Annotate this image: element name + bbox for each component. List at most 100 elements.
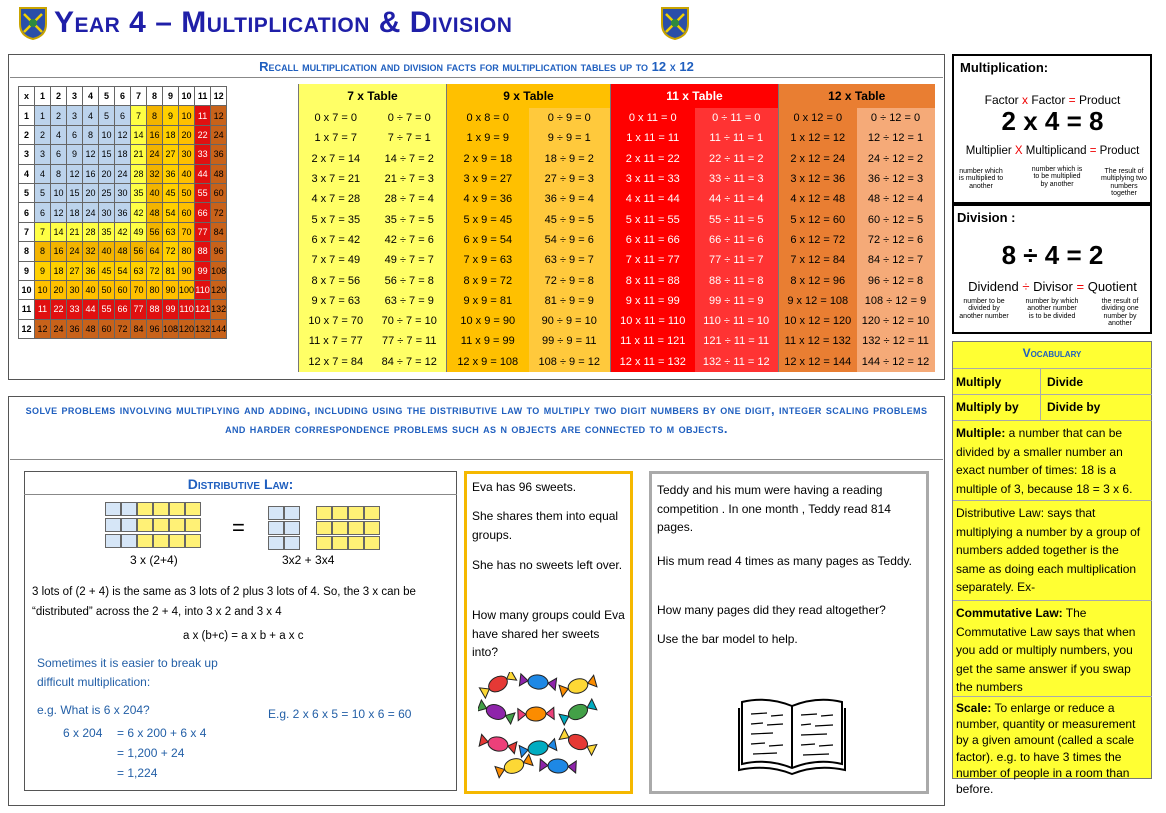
multiplication-box	[952, 54, 1152, 204]
grid-cell: 55	[194, 182, 212, 204]
grid-cell: 2	[34, 124, 51, 146]
mult-fact: 10 x 9 = 90	[446, 310, 529, 332]
grid-cell: 40	[178, 163, 196, 184]
array-cell	[169, 534, 185, 548]
grid-cell: 15	[66, 182, 83, 204]
div-fact: 7 ÷ 7 = 1	[372, 128, 447, 149]
grid-header-cell: 6	[114, 85, 131, 107]
div-fact: 108 ÷ 12 = 9	[856, 290, 935, 311]
grid-cell: 88	[194, 241, 212, 262]
vocab-word: Divide by	[1047, 400, 1101, 414]
array-cell	[332, 521, 348, 535]
grid-header-cell: 5	[98, 85, 115, 107]
mult-fact: 11 x 11 = 121	[610, 331, 695, 352]
mult-fact: 6 x 11 = 66	[610, 229, 695, 251]
div-fact: 121 ÷ 11 = 11	[694, 331, 779, 352]
vocab-row	[953, 394, 1152, 420]
div-fact: 99 ÷ 11 = 9	[694, 290, 779, 311]
grid-cell: 108	[161, 318, 180, 340]
eva-line: Eva has 96 sweets.	[472, 480, 577, 494]
sweet-icon	[518, 737, 558, 759]
grid-cell: 5	[34, 182, 51, 204]
grid-header-cell: 3	[18, 144, 35, 165]
vocab-word: Divide	[1047, 375, 1084, 389]
mult-fact: 6 x 12 = 72	[778, 229, 857, 251]
example-question: e.g. What is 6 x 204?	[37, 703, 150, 717]
array-cell	[137, 502, 153, 516]
teddy-line: Teddy and his mum were having a reading …	[657, 483, 891, 535]
eva-problem-box	[464, 471, 633, 794]
grid-cell: 40	[98, 241, 115, 262]
div-fact: 0 ÷ 9 = 0	[528, 108, 611, 129]
array-right-caption: 3x2 + 3x4	[282, 553, 335, 567]
mult-fact: 10 x 12 = 120	[778, 310, 857, 332]
equals-sign: =	[232, 515, 245, 540]
grid-cell: 20	[98, 163, 115, 184]
recall-header-rule	[10, 77, 943, 78]
division-heading: Division :	[957, 210, 1016, 225]
grid-cell: 81	[161, 260, 180, 281]
grid-cell: 7	[34, 221, 51, 243]
div-fact: 9 ÷ 9 = 1	[528, 128, 611, 149]
array-cell	[284, 506, 300, 520]
div-fact: 28 ÷ 7 = 4	[372, 189, 447, 210]
div-fact: 120 ÷ 12 = 10	[856, 310, 935, 332]
grid-cell: 54	[114, 260, 131, 281]
array-cell	[332, 506, 348, 520]
grid-cell: 132	[194, 318, 212, 340]
mult-fact: 12 x 7 = 84	[298, 351, 373, 372]
grid-header-cell: 10	[18, 279, 35, 301]
grid-cell: 22	[194, 124, 212, 146]
grid-cell: 35	[98, 221, 115, 243]
problems-header-rule	[10, 459, 943, 460]
div-fact: 33 ÷ 11 = 3	[694, 168, 779, 190]
div-fact: 36 ÷ 9 = 4	[528, 189, 611, 210]
grid-cell: 36	[114, 202, 131, 223]
div-fact: 63 ÷ 7 = 9	[372, 290, 447, 311]
grid-header-cell: 11	[18, 299, 35, 320]
array-cell	[364, 521, 380, 535]
example-two: E.g. 2 x 6 x 5 = 10 x 6 = 60	[268, 707, 412, 721]
grid-header-cell: 9	[18, 260, 35, 281]
eva-line: She shares them into equal groups.	[472, 509, 619, 542]
mult-fact: 11 x 7 = 77	[298, 331, 373, 352]
grid-cell: 60	[210, 182, 228, 204]
grid-cell: 10	[34, 279, 51, 301]
distributive-heading-rule	[24, 494, 457, 495]
grid-cell: 40	[146, 182, 163, 204]
grid-cell: 96	[146, 318, 163, 340]
grid-cell: 30	[66, 279, 83, 301]
array-cell	[169, 502, 185, 516]
teddy-line: His mum read 4 times as many pages as Te…	[657, 554, 912, 568]
grid-cell: 40	[82, 279, 99, 301]
grid-cell: 72	[161, 241, 180, 262]
grid-cell: 63	[130, 260, 147, 281]
grid-cell: 33	[66, 299, 83, 320]
mult-fact: 1 x 12 = 12	[778, 128, 857, 149]
grid-cell: 10	[178, 105, 196, 126]
grid-cell: 12	[82, 144, 99, 165]
grid-cell: 4	[34, 163, 51, 184]
school-crest-icon	[19, 7, 47, 40]
grid-cell: 44	[194, 163, 212, 184]
div-fact: 14 ÷ 7 = 2	[372, 148, 447, 169]
sweet-icon	[478, 698, 516, 726]
array-cell	[316, 536, 332, 550]
eva-line: How many groups could Eva have shared he…	[472, 608, 625, 660]
mult-fact: 10 x 7 = 70	[298, 310, 373, 332]
grid-header-cell: 6	[18, 202, 35, 223]
grid-header-cell: 1	[34, 85, 51, 107]
grid-cell: 120	[178, 318, 196, 340]
problems-header: solve problems involving multiplying and…	[25, 402, 928, 436]
grid-cell: 99	[161, 299, 180, 320]
array-cell	[137, 518, 153, 532]
grid-cell: 32	[146, 163, 163, 184]
grid-cell: 80	[178, 241, 196, 262]
grid-cell: 63	[161, 221, 180, 243]
div-fact: 48 ÷ 12 = 4	[856, 189, 935, 210]
work-line: = 1,200 + 24	[117, 746, 185, 760]
sweet-icon	[539, 758, 577, 774]
vocabulary-heading: Vocabulary	[1022, 346, 1082, 360]
grid-cell: 56	[146, 221, 163, 243]
mult-fact: 2 x 12 = 24	[778, 148, 857, 169]
